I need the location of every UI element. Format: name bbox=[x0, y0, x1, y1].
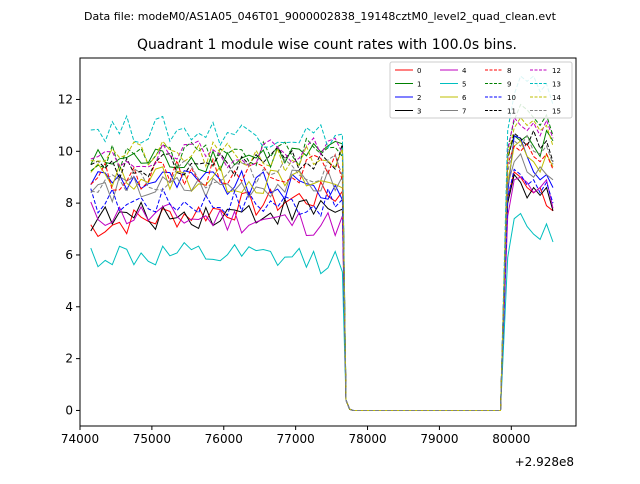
legend-label-10: 10 bbox=[507, 94, 516, 102]
legend-label-13: 13 bbox=[552, 81, 561, 89]
series-line-15 bbox=[90, 134, 554, 411]
legend-label-1: 1 bbox=[417, 81, 421, 89]
x-offset-label: +2.928e8 bbox=[515, 455, 574, 469]
series-line-5 bbox=[90, 212, 554, 411]
series-line-10 bbox=[90, 168, 554, 411]
legend-label-6: 6 bbox=[462, 94, 467, 102]
legend-label-11: 11 bbox=[507, 108, 516, 116]
legend-label-8: 8 bbox=[507, 67, 511, 75]
y-axis: 0 2 4 6 8 10 12 bbox=[58, 92, 80, 417]
y-tick-label: 12 bbox=[58, 92, 73, 106]
y-tick-label: 10 bbox=[58, 144, 73, 158]
series-line-13 bbox=[90, 75, 554, 411]
legend-label-3: 3 bbox=[417, 108, 421, 116]
x-tick-label: 80000 bbox=[492, 432, 530, 446]
legend-label-14: 14 bbox=[552, 94, 561, 102]
x-tick-label: 77000 bbox=[277, 432, 315, 446]
chart-title: Quadrant 1 module wise count rates with … bbox=[137, 37, 517, 53]
series-line-14 bbox=[90, 116, 554, 411]
series-line-4 bbox=[90, 176, 554, 411]
legend-label-12: 12 bbox=[552, 67, 561, 75]
x-axis: 74000 75000 76000 77000 78000 79000 80000 bbox=[61, 426, 530, 446]
legend-box bbox=[389, 61, 573, 119]
suptitle: Data file: modeM0/AS1A05_046T01_90000028… bbox=[84, 10, 557, 23]
legend-label-4: 4 bbox=[462, 67, 467, 75]
series-layer bbox=[90, 75, 554, 411]
legend-label-15: 15 bbox=[552, 108, 561, 116]
series-line-11 bbox=[90, 129, 554, 411]
series-line-1 bbox=[90, 129, 554, 411]
series-line-0 bbox=[90, 171, 554, 411]
legend-label-2: 2 bbox=[417, 94, 421, 102]
x-tick-label: 76000 bbox=[205, 432, 243, 446]
legend-label-9: 9 bbox=[507, 81, 511, 89]
x-tick-label: 78000 bbox=[348, 432, 386, 446]
series-line-12 bbox=[90, 116, 554, 411]
y-tick-label: 2 bbox=[65, 352, 73, 366]
plot-frame bbox=[79, 57, 577, 427]
y-tick-label: 6 bbox=[65, 248, 73, 262]
legend-label-5: 5 bbox=[462, 81, 466, 89]
legend-label-0: 0 bbox=[417, 67, 421, 75]
x-tick-label: 79000 bbox=[420, 432, 458, 446]
x-tick-label: 75000 bbox=[133, 432, 171, 446]
legend-label-7: 7 bbox=[462, 108, 466, 116]
y-tick-label: 8 bbox=[65, 196, 73, 210]
y-tick-label: 4 bbox=[65, 300, 73, 314]
series-line-7 bbox=[90, 152, 554, 411]
x-tick-label: 74000 bbox=[61, 432, 99, 446]
y-tick-label: 0 bbox=[65, 403, 73, 417]
